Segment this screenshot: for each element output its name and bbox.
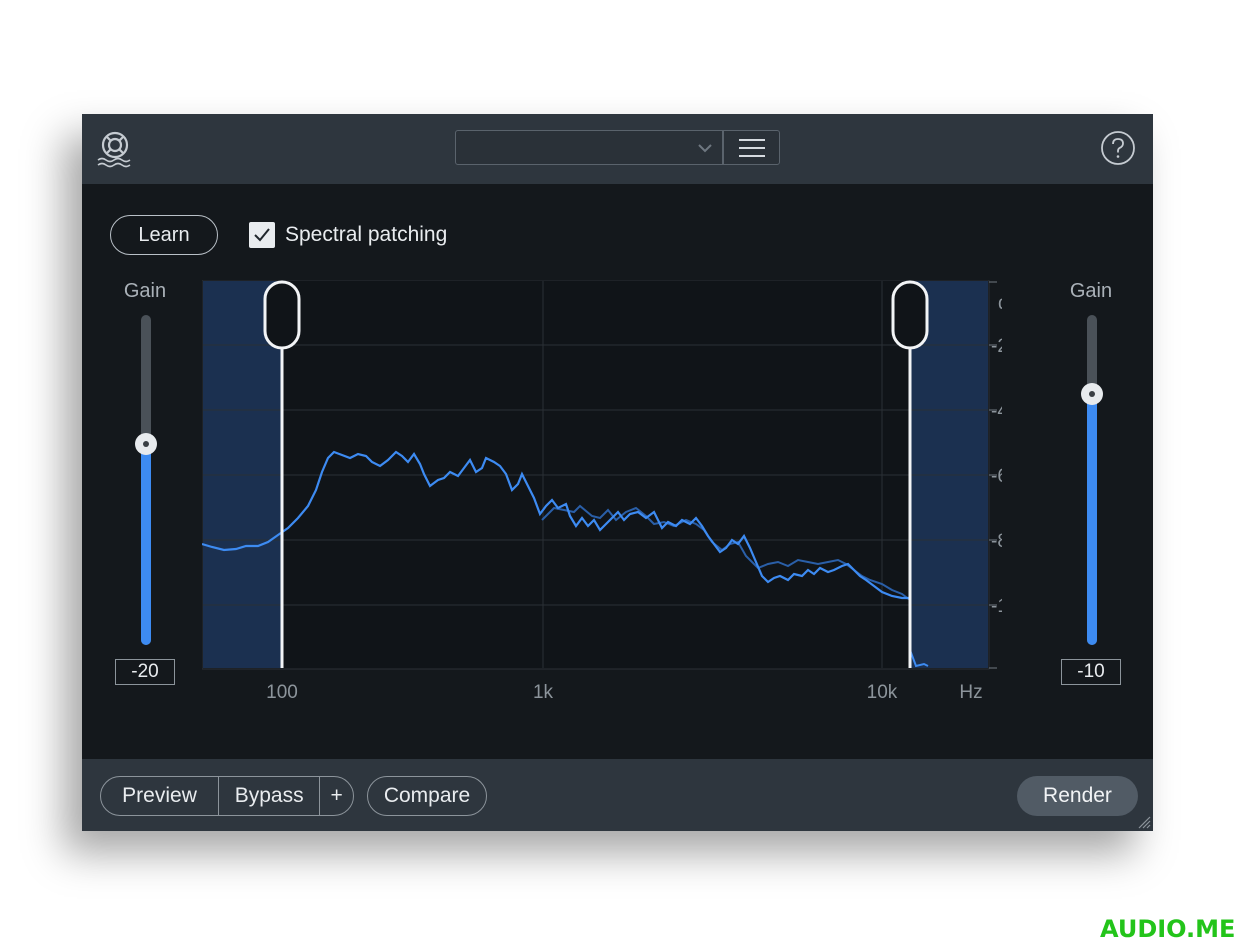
preset-dropdown[interactable] <box>455 130 723 165</box>
low-cutoff-handle[interactable] <box>263 280 301 668</box>
render-button[interactable]: Render <box>1017 776 1138 816</box>
spectral-patching-checkbox[interactable] <box>249 222 275 248</box>
checkmark-icon <box>254 228 270 242</box>
add-bypass-button[interactable]: + <box>319 777 353 815</box>
help-icon[interactable] <box>1100 130 1136 166</box>
left-gain-label: Gain <box>123 280 167 302</box>
hz-tick-label: 1k <box>533 682 554 700</box>
db-tick-label: -40 <box>991 401 1002 422</box>
preview-bypass-group: Preview Bypass + <box>100 776 354 816</box>
db-unit-label: dB <box>998 293 1002 314</box>
right-gain-slider-fill <box>1087 394 1097 645</box>
bottom-bar: Preview Bypass + Compare Render <box>82 759 1153 831</box>
menu-button[interactable] <box>723 130 780 165</box>
left-gain-slider-handle[interactable] <box>135 433 157 455</box>
bypass-button[interactable]: Bypass <box>218 777 319 815</box>
resize-grip-icon[interactable] <box>1137 815 1151 829</box>
hz-tick-label: 10k <box>867 682 898 700</box>
hz-unit-label: Hz <box>959 682 982 700</box>
learn-button[interactable]: Learn <box>110 215 218 255</box>
high-cutoff-handle[interactable] <box>891 280 929 668</box>
watermark: AUDIO.ME <box>1100 915 1234 943</box>
spectral-patching-label: Spectral patching <box>285 223 448 246</box>
db-tick-label: -60 <box>991 466 1002 487</box>
spectrum-graph[interactable]: dB -20 -40 -60 -80 -100 100 1k 10k Hz <box>202 280 1002 700</box>
spectrum-curve-tail <box>909 649 929 668</box>
chevron-down-icon <box>698 144 712 153</box>
top-bar <box>82 114 1153 184</box>
right-gain-label: Gain <box>1069 280 1113 302</box>
preview-button[interactable]: Preview <box>122 784 197 807</box>
right-gain-slider-handle[interactable] <box>1081 383 1103 405</box>
hz-tick-label: 100 <box>266 682 298 700</box>
left-gain-slider-fill <box>141 444 151 645</box>
db-tick-label: -20 <box>991 336 1002 357</box>
plugin-window: Learn Spectral patching Gain -20 Gain -1… <box>82 114 1153 831</box>
right-gain-value[interactable]: -10 <box>1061 659 1121 685</box>
left-gain-value[interactable]: -20 <box>115 659 175 685</box>
db-tick-label: -80 <box>991 531 1002 552</box>
db-tick-label: -100 <box>991 596 1002 617</box>
life-ring-logo-icon[interactable] <box>96 130 134 168</box>
compare-button[interactable]: Compare <box>367 776 487 816</box>
hamburger-menu-icon <box>739 139 765 157</box>
spectrum-curve <box>202 450 910 600</box>
